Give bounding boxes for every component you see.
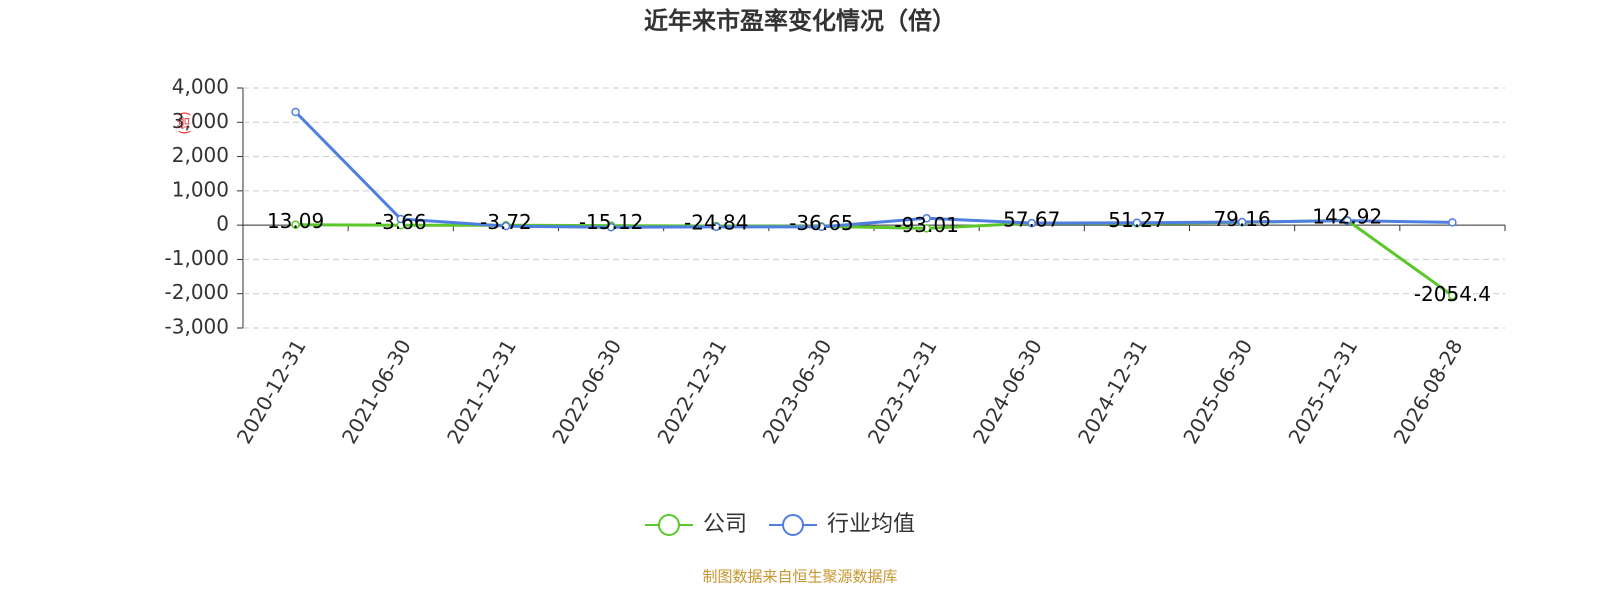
y-tick-label: 4,000 [172,75,229,99]
y-tick-label: -3,000 [165,315,229,339]
x-tick-label: 2024-06-30 [968,335,1047,448]
data-label: 142.92 [1312,205,1382,229]
point [712,222,721,232]
data-label: 13.09 [267,209,324,233]
x-tick-label: 2023-06-30 [758,335,837,448]
x-tick-label: 2025-12-31 [1283,335,1362,448]
y-tick-label: 2,000 [172,143,229,167]
y-tick-label: 3,000 [172,109,229,133]
y-axis-label: (倍) [178,111,193,134]
series-line [294,110,1453,229]
data-label: 79.16 [1213,207,1270,231]
point [922,224,931,233]
data-label: -36.65 [789,211,853,235]
data-label: -15.12 [579,210,643,234]
point [1448,291,1457,300]
point [817,222,826,232]
data-label: -3.72 [480,210,532,234]
point [501,221,511,231]
x-tick-label: 2026-08-28 [1389,335,1468,448]
source-note: 制图数据来自恒生聚源数据库 [702,568,897,586]
y-tick-label: 0 [216,212,229,236]
point [606,222,616,232]
point [922,214,931,223]
data-label: -2054.4 [1414,282,1491,306]
x-tick-label: 2021-06-30 [337,335,416,448]
x-tick-label: 2025-06-30 [1178,335,1257,448]
data-label: -93.01 [894,213,958,237]
point [1027,218,1036,228]
point [1448,218,1457,227]
chart-title: 近年来市盈率变化情况（倍） [644,7,956,35]
series-line [295,218,1454,297]
x-tick-label: 2023-12-31 [863,335,942,448]
y-tick-label: -2,000 [165,280,229,304]
legend-label: 行业均值 [827,512,915,537]
data-label: -24.84 [684,210,748,234]
data-label: 51.27 [1108,208,1165,232]
legend-marker [658,514,680,536]
legend-label: 公司 [703,512,747,537]
x-tick-label: 2021-12-31 [442,335,521,448]
x-tick-label: 2022-06-30 [547,335,626,448]
y-tick-label: -1,000 [165,246,229,270]
data-label: 57.67 [1003,208,1060,232]
x-tick-label: 2022-12-31 [652,335,731,448]
legend-marker [782,514,805,536]
data-label: -3.66 [375,210,427,234]
point [1132,218,1142,227]
point [291,107,300,117]
x-tick-label: 2020-12-31 [232,335,311,448]
x-tick-label: 2024-12-31 [1073,335,1152,448]
y-tick-label: 1,000 [172,177,229,201]
point [291,220,300,229]
point [396,214,405,224]
point [1343,216,1352,225]
point [1237,217,1247,227]
